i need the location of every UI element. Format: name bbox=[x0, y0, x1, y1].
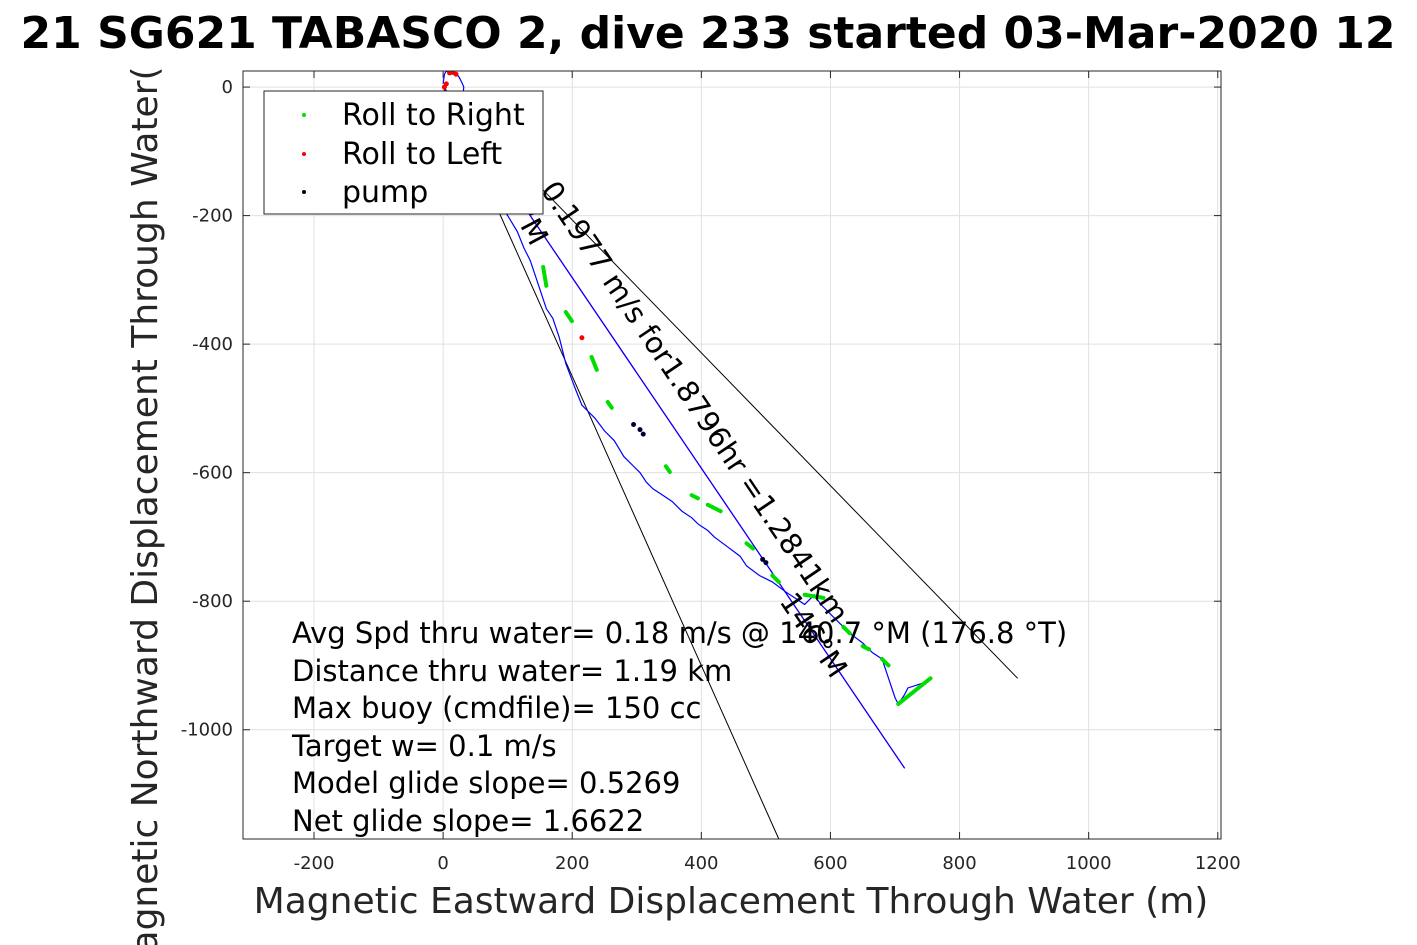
pump-marker bbox=[763, 560, 769, 566]
x-tick-label: 600 bbox=[813, 853, 847, 874]
stats-annotations: Avg Spd thru water= 0.18 m/s @ 140.7 °M … bbox=[291, 616, 1067, 838]
annotation-model-glide-slope: Model glide slope= 0.5269 bbox=[292, 766, 680, 800]
y-tick-labels: 0 -200 -400 -600 -800 -1000 bbox=[181, 77, 233, 741]
y-tick-label: -1000 bbox=[181, 720, 233, 741]
y-tick-label: -600 bbox=[192, 463, 233, 484]
grid-lines bbox=[243, 71, 1221, 839]
roll-left-markers bbox=[441, 71, 585, 341]
roll-right-marker bbox=[744, 541, 755, 551]
y-axis-label: Magnetic Northward Displacement Through … bbox=[125, 66, 166, 945]
roll-left-marker bbox=[579, 335, 585, 341]
roll-right-markers bbox=[541, 265, 933, 707]
roll-right-marker bbox=[770, 573, 781, 584]
annotation-net-glide-slope: Net glide slope= 1.6622 bbox=[292, 804, 644, 838]
legend-label-roll-right: Roll to Right bbox=[342, 98, 525, 133]
pump-marker bbox=[760, 556, 766, 562]
x-tick-label: 1200 bbox=[1195, 853, 1241, 874]
x-tick-label: 0 bbox=[437, 853, 448, 874]
x-tick-label: 200 bbox=[555, 853, 589, 874]
x-tick-labels: -200 0 200 400 600 800 1000 1200 bbox=[294, 853, 1241, 874]
legend-marker-roll-left bbox=[302, 152, 306, 156]
pump-marker bbox=[631, 421, 637, 427]
annotation-target-w: Target w= 0.1 m/s bbox=[291, 729, 557, 763]
y-tick-label: -400 bbox=[192, 334, 233, 355]
axes-box bbox=[242, 70, 1222, 840]
y-tick-label: -800 bbox=[192, 591, 233, 612]
annotation-max-buoy: Max buoy (cmdfile)= 150 cc bbox=[292, 691, 701, 725]
legend-label-pump: pump bbox=[342, 175, 428, 210]
chart-title: 21 SG621 TABASCO 2, dive 233 started 03-… bbox=[21, 8, 1396, 59]
annotation-distance: Distance thru water= 1.19 km bbox=[292, 654, 732, 688]
x-tick-label: -200 bbox=[294, 853, 335, 874]
x-tick-label: 1000 bbox=[1066, 853, 1112, 874]
annotation-avg-speed: Avg Spd thru water= 0.18 m/s @ 140.7 °M … bbox=[292, 616, 1067, 650]
y-tick-label: 0 bbox=[222, 77, 233, 98]
roll-right-marker bbox=[880, 657, 891, 668]
roll-right-marker bbox=[563, 310, 575, 324]
roll-right-marker bbox=[663, 464, 673, 475]
legend: Roll to Right Roll to Left pump bbox=[263, 90, 544, 215]
x-tick-label: 400 bbox=[684, 853, 718, 874]
pump-markers bbox=[631, 421, 769, 566]
legend-label-roll-left: Roll to Left bbox=[342, 137, 502, 172]
roll-right-marker bbox=[589, 354, 599, 372]
roll-right-marker bbox=[705, 502, 723, 514]
roll-left-marker bbox=[453, 71, 459, 77]
y-tick-label: -200 bbox=[192, 206, 233, 227]
pump-marker bbox=[637, 427, 643, 433]
pump-marker bbox=[640, 431, 646, 437]
legend-marker-roll-right bbox=[302, 113, 306, 117]
roll-right-marker bbox=[802, 592, 826, 600]
legend-box bbox=[263, 90, 544, 215]
roll-right-marker bbox=[896, 676, 933, 707]
roll-left-marker bbox=[443, 81, 449, 87]
roll-right-marker bbox=[860, 644, 872, 652]
x-tick-label: 800 bbox=[942, 853, 976, 874]
roll-right-marker bbox=[605, 399, 615, 411]
roll-right-marker bbox=[541, 265, 549, 289]
roll-right-marker bbox=[689, 493, 701, 501]
legend-marker-pump bbox=[302, 190, 306, 194]
roll-right-marker bbox=[841, 624, 852, 636]
x-axis-label: Magnetic Eastward Displacement Through W… bbox=[254, 881, 1209, 922]
